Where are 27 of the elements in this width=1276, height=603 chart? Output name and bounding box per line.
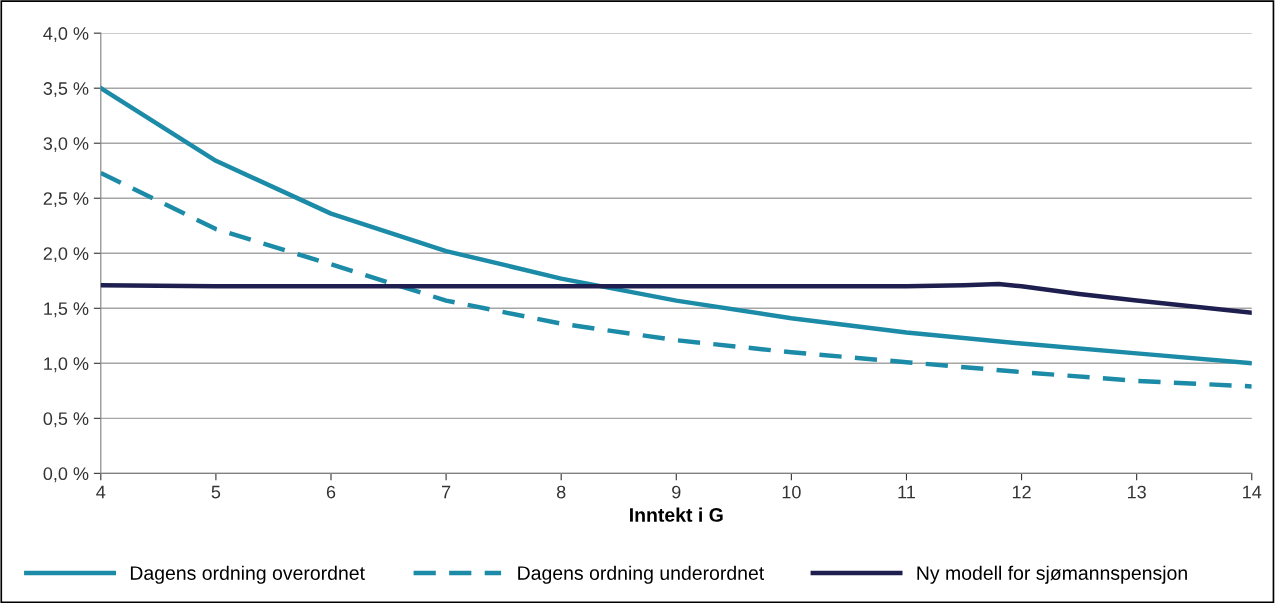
y-tick-label: 0,5 % [43,412,89,428]
x-tick-label: 10 [782,485,801,499]
x-tick-label: 13 [1128,485,1146,499]
legend-label: Dagens ordning overordnet [130,565,365,584]
line-series [100,281,1252,315]
y-tick-label: 2,0 % [43,247,89,263]
y-tick-label: 1,0 % [44,357,89,373]
line-series [100,170,1252,389]
x-tick-label: 12 [1012,485,1031,499]
y-tick-label: 2,5 % [43,192,89,208]
x-tick-label: 7 [441,485,451,499]
line-series [100,85,1252,366]
y-tick-label: 0,0 % [43,467,89,483]
x-tick-label: 11 [898,485,915,499]
x-tick-label: 4 [96,485,106,499]
y-tick-label: 1,5 % [44,302,89,318]
x-tick-label: 5 [211,485,221,499]
y-tick-label: 3,0 % [43,137,89,153]
y-tick-label: 4,0 % [43,27,89,43]
x-tick-label: 6 [326,485,336,499]
x-tick-label: 8 [556,485,566,499]
x-axis-title: Inntekt i G [630,507,723,522]
x-tick-label: 14 [1243,485,1262,499]
legend-label: Dagens ordning underordnet [518,565,765,584]
legend-label: Ny modell for sjømannspensjon [917,565,1187,584]
x-tick-label: 9 [672,485,681,499]
y-tick-label: 3,5 % [43,82,89,98]
